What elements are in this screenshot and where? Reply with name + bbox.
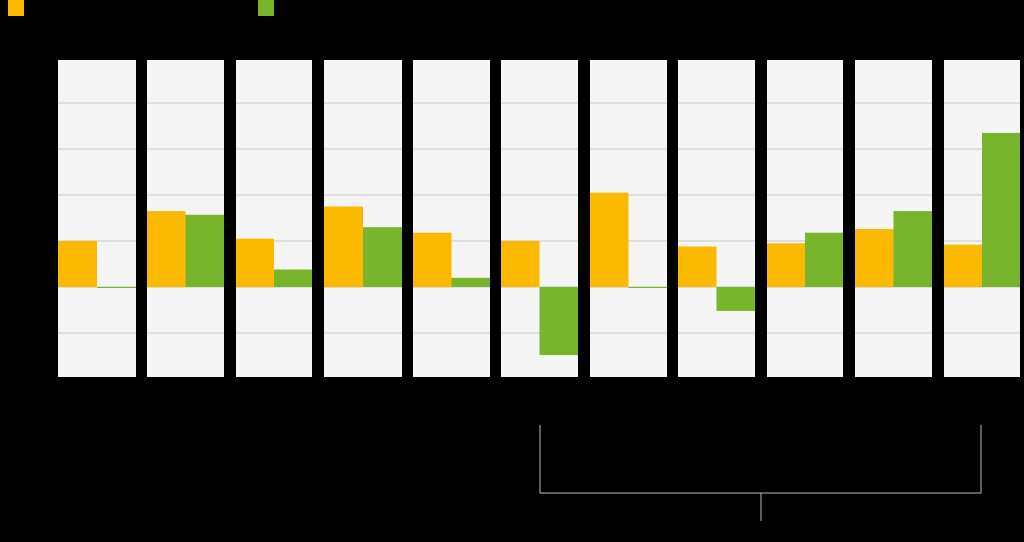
bar-s1-c3: [236, 238, 274, 287]
panel-8: [678, 60, 755, 377]
legend: [8, 0, 274, 16]
bars: [58, 132, 1020, 356]
plot-panels: [58, 60, 1020, 377]
bar-s2-c6: [539, 287, 578, 356]
panel-1: [58, 60, 136, 377]
bar-s2-c8: [716, 287, 755, 311]
bar-s1-c4: [324, 206, 363, 287]
bar-s1-c7: [590, 192, 629, 287]
legend-swatch-1: [8, 0, 24, 16]
bracket-line: [539, 425, 982, 494]
bar-s2-c2: [185, 214, 224, 287]
bar-s1-c2: [147, 211, 186, 287]
bar-s2-c10: [893, 211, 932, 287]
bar-s2-c7: [628, 287, 667, 288]
bar-s1-c9: [767, 243, 805, 287]
bar-s2-c11: [982, 132, 1020, 287]
bar-s2-c3: [274, 269, 312, 287]
bar-s1-c6: [501, 241, 540, 287]
bar-s2-c5: [451, 277, 490, 287]
bar-s2-c9: [805, 232, 843, 287]
panel-3: [236, 60, 312, 377]
panel-5: [413, 60, 490, 377]
legend-swatch-2: [258, 0, 274, 16]
panel-9: [767, 60, 843, 377]
bar-s2-c1: [97, 287, 136, 288]
group-bracket: [539, 425, 982, 521]
bar-s1-c1: [58, 241, 97, 287]
bar-s2-c4: [363, 227, 402, 287]
bar-s1-c5: [413, 232, 452, 287]
bar-s1-c10: [855, 229, 894, 287]
bar-s1-c8: [678, 246, 717, 287]
bar-s1-c11: [944, 244, 982, 287]
